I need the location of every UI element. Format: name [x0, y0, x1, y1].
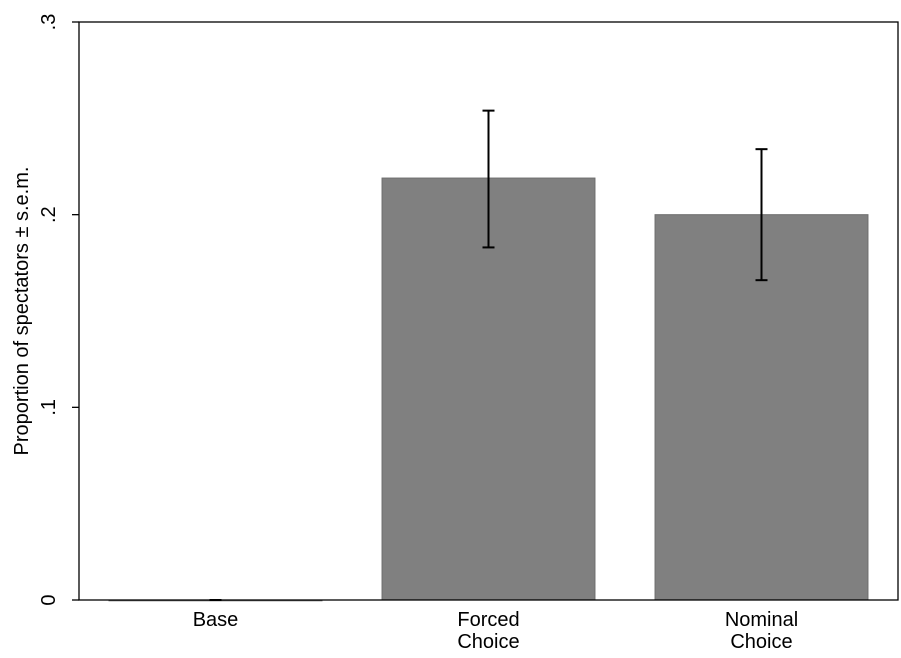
x-tick-label-line: Choice	[457, 631, 519, 653]
x-tick-label-line: Choice	[730, 631, 792, 653]
y-axis-title: Proportion of spectators ± s.e.m.	[11, 167, 33, 456]
y-tick-label-3: .3	[38, 14, 60, 31]
x-tick-label-line: Nominal	[725, 609, 798, 631]
plot-frame	[78, 21, 899, 601]
y-tick-label-2: .2	[38, 206, 60, 223]
x-tick-label-line: Forced	[457, 609, 519, 631]
x-tick-label-0: Base	[193, 609, 239, 631]
y-tick-label-0: 0	[38, 594, 60, 605]
x-tick-label-line: Base	[193, 609, 239, 631]
y-tick-label-1: .1	[38, 399, 60, 416]
x-tick-label-2: Nominal Choice	[725, 609, 798, 653]
x-tick-label-1: Forced Choice	[457, 609, 519, 653]
plot-area	[108, 109, 869, 602]
